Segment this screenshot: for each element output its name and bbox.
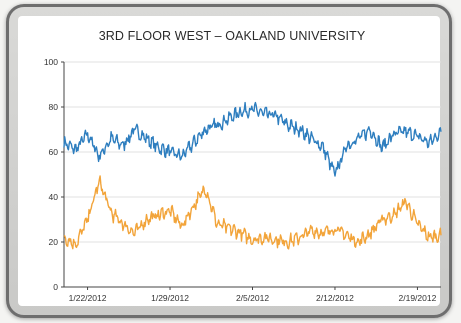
series-lines: [63, 101, 442, 250]
y-tick-label: 20: [49, 237, 59, 247]
y-tick-label: 80: [49, 102, 59, 112]
grid-lines: [64, 61, 441, 243]
x-tick-label: 1/29/2012: [151, 293, 189, 303]
x-tick-label: 2/12/2012: [316, 293, 354, 303]
series-line-2: [63, 175, 442, 250]
series-line-1: [63, 101, 442, 177]
chart-title: 3RD FLOOR WEST – OAKLAND UNIVERSITY: [99, 29, 366, 43]
y-tick-label: 60: [49, 147, 59, 157]
x-tick-label: 2/19/2012: [399, 293, 437, 303]
y-tick-label: 0: [53, 282, 58, 292]
axes: 0 20 40 60 80 100 1/22/2012 1/29/2012 2/5/2012 2/…: [44, 57, 441, 303]
y-tick-label: 100: [44, 57, 58, 67]
chart-frame: [6, 4, 452, 318]
x-tick-label: 2/5/2012: [236, 293, 269, 303]
chart-panel: [18, 16, 440, 306]
y-tick-label: 40: [49, 192, 59, 202]
x-tick-label: 1/22/2012: [69, 293, 107, 303]
